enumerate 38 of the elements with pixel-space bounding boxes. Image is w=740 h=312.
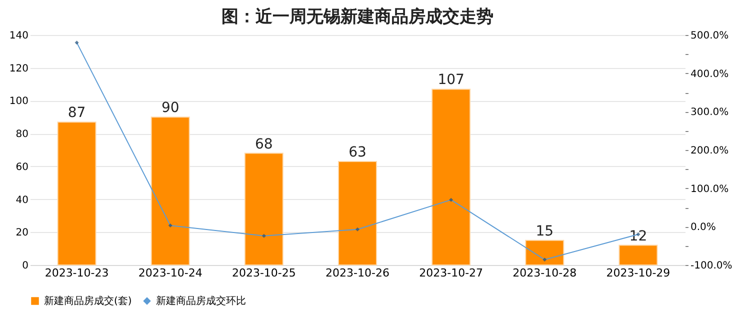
data-label: 90 xyxy=(161,100,180,116)
y2-tick-label: 100.0% xyxy=(690,184,729,195)
legend-label: 新建商品房成交环比 xyxy=(156,295,246,307)
bar xyxy=(525,240,564,266)
x-tick-label: 2023-10-25 xyxy=(232,266,296,280)
y-tick-label: 100 xyxy=(9,96,28,108)
x-tick-label: 2023-10-28 xyxy=(512,266,577,280)
y2-tick-label: 200.0% xyxy=(690,146,729,156)
y2-tick-label: 0.0% xyxy=(690,222,716,234)
x-tick-label: 2023-10-27 xyxy=(419,266,484,280)
bar xyxy=(618,244,658,266)
y-tick-label: 140 xyxy=(9,30,28,42)
y-tick-label: 20 xyxy=(16,228,28,239)
y-tick-label: 0 xyxy=(22,260,28,272)
legend-label: 新建商品房成交(套) xyxy=(44,295,132,307)
data-label: 68 xyxy=(255,136,273,152)
x-tick-label: 2023-10-23 xyxy=(44,266,109,280)
data-label: 63 xyxy=(348,144,366,160)
x-tick-label: 2023-10-24 xyxy=(138,266,202,280)
data-label: 107 xyxy=(438,72,464,88)
y2-tick-label: 300.0% xyxy=(690,107,729,118)
bar xyxy=(150,116,190,266)
y-tick-label: 120 xyxy=(9,63,28,74)
data-label: 15 xyxy=(536,223,554,240)
bar xyxy=(432,88,471,266)
bar xyxy=(338,161,377,266)
x-tick-label: 2023-10-26 xyxy=(326,266,390,280)
y-tick-label: 40 xyxy=(16,194,28,206)
y2-tick-label: 500.0% xyxy=(690,30,729,42)
x-tick-label: 2023-10-29 xyxy=(606,266,670,280)
bar xyxy=(244,152,284,266)
y2-tick-label: -100.0% xyxy=(690,260,732,272)
bar xyxy=(57,122,96,266)
data-label: 87 xyxy=(68,105,86,122)
chart-title: 图：近一周无锡新建商品房成交走势 xyxy=(222,7,494,27)
y-tick-label: 60 xyxy=(16,162,28,173)
y2-tick-label: 400.0% xyxy=(690,68,729,80)
y-tick-label: 80 xyxy=(16,129,28,140)
